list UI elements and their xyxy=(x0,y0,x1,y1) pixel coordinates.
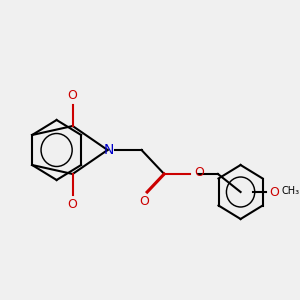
Text: O: O xyxy=(140,195,149,208)
Text: CH₃: CH₃ xyxy=(282,185,300,196)
Text: O: O xyxy=(194,166,204,179)
Text: N: N xyxy=(104,143,114,157)
Text: O: O xyxy=(68,89,78,102)
Text: O: O xyxy=(269,185,279,199)
Text: O: O xyxy=(68,198,78,211)
